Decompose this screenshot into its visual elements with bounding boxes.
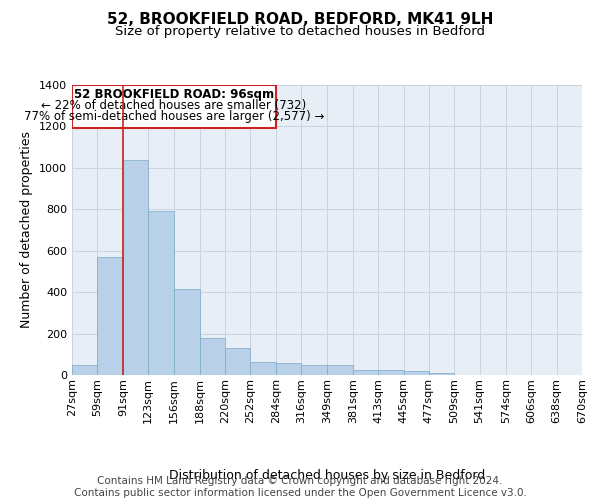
Bar <box>301 366 328 375</box>
Text: Contains HM Land Registry data © Crown copyright and database right 2024.
Contai: Contains HM Land Registry data © Crown c… <box>74 476 526 498</box>
FancyBboxPatch shape <box>72 85 276 128</box>
Bar <box>250 362 276 375</box>
Bar <box>123 160 148 375</box>
Bar <box>429 373 454 375</box>
Bar <box>353 370 378 375</box>
Text: Distribution of detached houses by size in Bedford: Distribution of detached houses by size … <box>169 470 485 482</box>
Bar <box>97 256 123 375</box>
Text: Size of property relative to detached houses in Bedford: Size of property relative to detached ho… <box>115 25 485 38</box>
Text: 52, BROOKFIELD ROAD, BEDFORD, MK41 9LH: 52, BROOKFIELD ROAD, BEDFORD, MK41 9LH <box>107 12 493 28</box>
Bar <box>378 370 404 375</box>
Bar <box>328 366 353 375</box>
Y-axis label: Number of detached properties: Number of detached properties <box>20 132 34 328</box>
Text: 52 BROOKFIELD ROAD: 96sqm: 52 BROOKFIELD ROAD: 96sqm <box>74 88 274 101</box>
Bar <box>200 338 225 375</box>
Bar <box>148 212 175 375</box>
Bar <box>225 348 250 375</box>
Bar <box>276 362 301 375</box>
Text: ← 22% of detached houses are smaller (732): ← 22% of detached houses are smaller (73… <box>41 100 307 112</box>
Bar <box>404 372 429 375</box>
Bar <box>175 289 200 375</box>
Text: 77% of semi-detached houses are larger (2,577) →: 77% of semi-detached houses are larger (… <box>24 110 324 124</box>
Bar <box>72 366 97 375</box>
